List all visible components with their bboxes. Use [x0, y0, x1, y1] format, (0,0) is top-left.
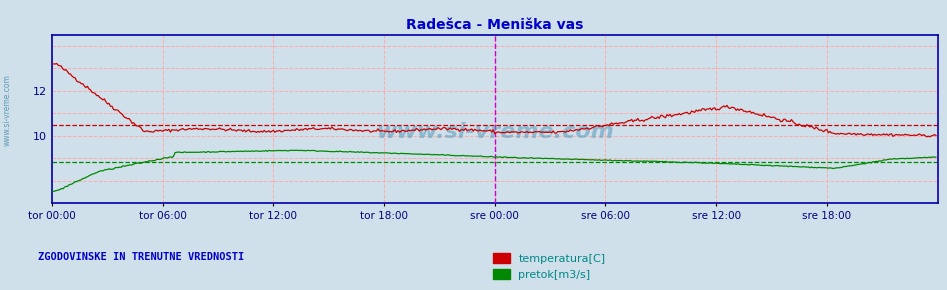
Legend: temperatura[C], pretok[m3/s]: temperatura[C], pretok[m3/s] — [489, 249, 610, 284]
Title: Radešca - Meniška vas: Radešca - Meniška vas — [406, 18, 583, 32]
Text: www.si-vreme.com: www.si-vreme.com — [3, 74, 12, 146]
Text: ZGODOVINSKE IN TRENUTNE VREDNOSTI: ZGODOVINSKE IN TRENUTNE VREDNOSTI — [38, 252, 244, 262]
Text: www.si-vreme.com: www.si-vreme.com — [376, 122, 614, 142]
